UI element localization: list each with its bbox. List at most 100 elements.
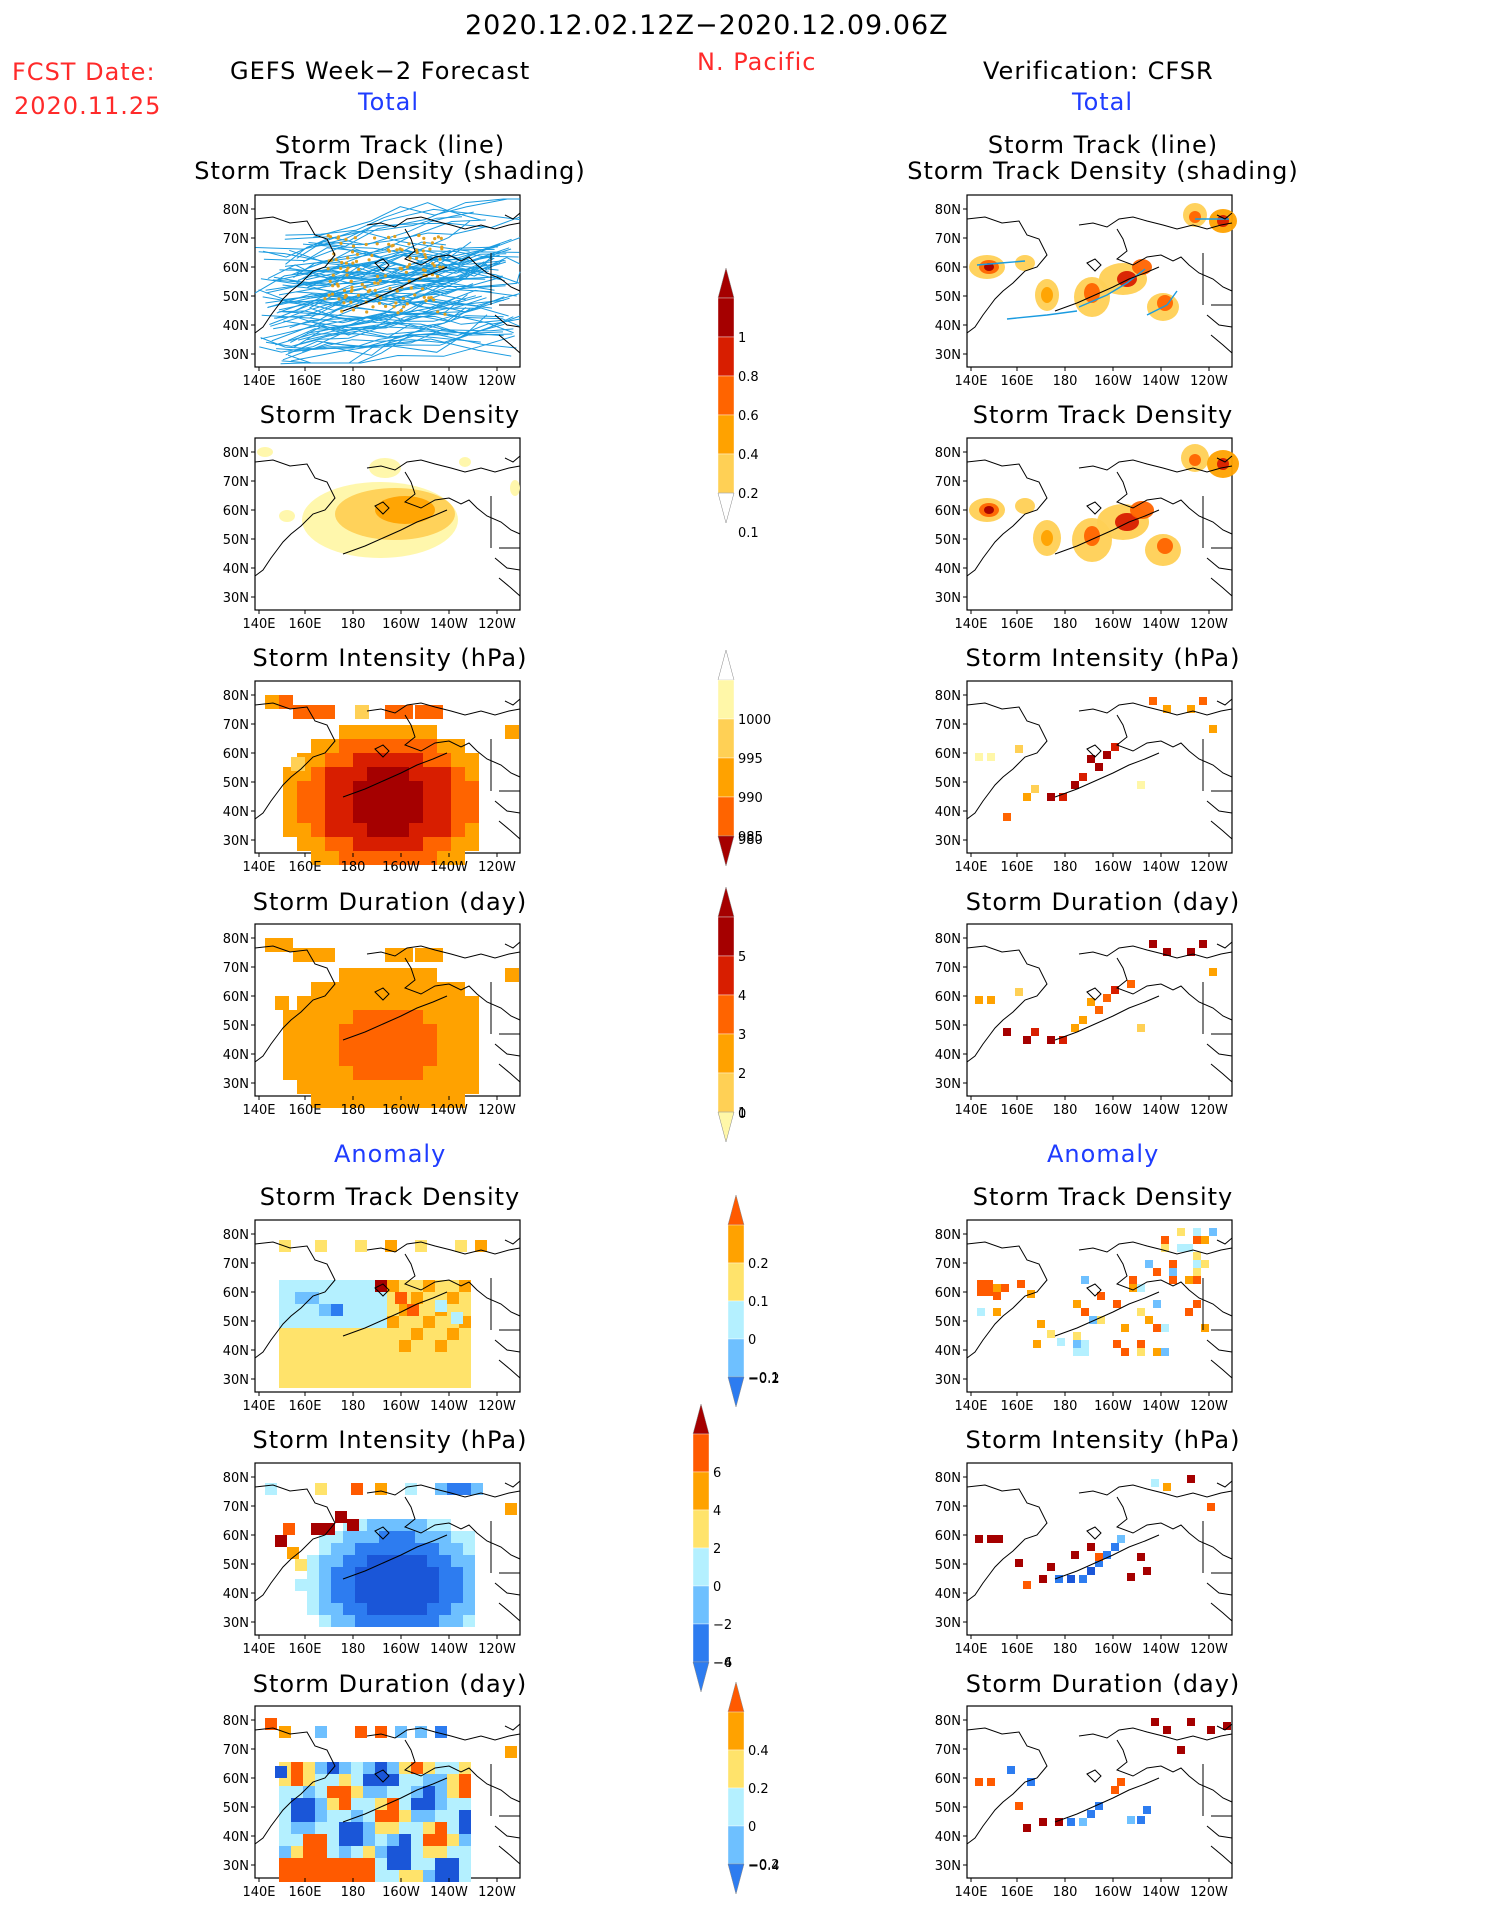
cfsr-intensity-anom-lat-tick: 60N: [935, 1529, 961, 1544]
gefs-storm-point: [393, 234, 397, 239]
cfsr-density-lon-tick: 160W: [1094, 617, 1132, 632]
gefs-storm-point: [440, 247, 444, 251]
gefs-storm-point: [336, 284, 340, 288]
gefs-storm-point: [407, 242, 411, 246]
colorbar-duration-total-segment: [717, 994, 735, 1035]
colorbar-duration-anom-segment: [727, 1711, 745, 1751]
cfsr-intensity-anom-lat-tick: 50N: [935, 1558, 961, 1573]
gefs-track-lines-lat-tick: 30N: [223, 348, 249, 363]
colorbar-density-anom-label: 0: [748, 1333, 756, 1348]
colorbar-density-anom-label: −0.1: [748, 1371, 780, 1386]
gefs-storm-point: [404, 270, 408, 274]
gefs-intensity-lat-tick: 70N: [223, 718, 249, 733]
cfsr-density-anom-cell: [1097, 1292, 1105, 1300]
cfsr-density-anom-cell: [1169, 1268, 1177, 1276]
cfsr-density-anom-cell: [1129, 1284, 1137, 1292]
cfsr-density-anom-cell: [1169, 1260, 1177, 1268]
cfsr-density-anom-cell: [1161, 1244, 1169, 1252]
gefs-storm-track-line: [262, 231, 470, 258]
gefs-storm-point: [344, 261, 348, 265]
cfsr-density-anom-cell: [1193, 1236, 1201, 1244]
gefs-intensity-lat-tick: 80N: [223, 689, 249, 704]
gefs-intensity-lat-tick: 60N: [223, 747, 249, 762]
cfsr-intensity-anom-lon-tick: 140E: [954, 1642, 987, 1657]
gefs-storm-point: [436, 235, 440, 239]
gefs-storm-track-line: [260, 334, 449, 350]
gefs-density-anom-lon-tick: 160W: [382, 1399, 420, 1414]
cfsr-density-anom-cell: [993, 1292, 1001, 1300]
cfsr-density-anom-cell: [1193, 1300, 1201, 1308]
gefs-track-lines-lat-tick: 80N: [223, 203, 249, 218]
cfsr-density-anom-cell: [993, 1284, 1001, 1292]
gefs-duration-lat-tick: 50N: [223, 1019, 249, 1034]
title-density-left: Storm Track Density: [259, 401, 521, 429]
colorbar-duration-total: 5 4 3 2 1: [717, 886, 746, 1143]
cfsr-density-anom-cell: [1129, 1276, 1137, 1284]
gefs-storm-point: [340, 309, 344, 313]
gefs-density-lon-tick: 180: [341, 617, 366, 632]
cfsr-density-anom-cell: [1161, 1236, 1169, 1244]
cfsr-density-anom-cell: [1185, 1244, 1193, 1252]
gefs-storm-point: [367, 258, 371, 262]
gefs-storm-track-line: [273, 294, 482, 330]
cfsr-density-anom-lon-tick: 180: [1053, 1399, 1078, 1414]
cfsr-duration-lat-tick: 80N: [935, 932, 961, 947]
colorbar-duration-anom-segment: [727, 1825, 745, 1865]
colorbar-duration-total-label: 2: [738, 1067, 746, 1082]
cfsr-duration-lon-tick: 140E: [954, 1103, 987, 1118]
gefs-storm-track-line: [308, 198, 520, 247]
cfsr-density-anom-cell: [993, 1308, 1001, 1316]
gefs-storm-point: [331, 284, 335, 288]
gefs-intensity-lon-tick: 180: [341, 860, 366, 875]
colorbar-intensity-anom-segment: [692, 1585, 710, 1625]
gefs-duration-anom-lat-tick: 80N: [223, 1714, 249, 1729]
cfsr-intensity-lon-tick: 160W: [1094, 860, 1132, 875]
gefs-storm-point: [349, 279, 353, 283]
cfsr-density-anom-cell: [1201, 1324, 1209, 1332]
gefs-storm-point: [334, 258, 338, 262]
gefs-density-lat-tick: 70N: [223, 475, 249, 490]
gefs-storm-point: [331, 273, 335, 277]
gefs-storm-point: [421, 249, 425, 253]
cfsr-density-anom-cell: [1169, 1276, 1177, 1284]
colorbar-intensity-total: 1000 995 990 985: [717, 649, 771, 867]
colorbar-duration-total-segment: [717, 1072, 735, 1113]
gefs-duration-anom-lat-tick: 30N: [223, 1859, 249, 1874]
gefs-duration-anom-lon-tick: 160E: [288, 1885, 321, 1900]
cfsr-intensity-anom-lon-tick: 120W: [1190, 1642, 1228, 1657]
gefs-duration-lat-tick: 80N: [223, 932, 249, 947]
cfsr-density-anom-cell: [1161, 1348, 1169, 1356]
cfsr-density-anom-lon-tick: 160E: [1000, 1399, 1033, 1414]
gefs-intensity-lon-tick: 120W: [478, 860, 516, 875]
colorbar-duration-anom-label: −0.4: [748, 1859, 780, 1874]
gefs-storm-track-line: [297, 262, 500, 281]
gefs-storm-point: [378, 279, 382, 283]
colorbar-duration-anom: 0.4 0.2 0 −0.2: [727, 1681, 780, 1895]
title-track-line-right: Storm Track (line): [987, 131, 1219, 159]
cfsr-density-lon-tick: 120W: [1190, 617, 1228, 632]
gefs-storm-point: [343, 295, 347, 299]
gefs-storm-point: [342, 288, 347, 293]
gefs-storm-track-line: [267, 264, 457, 289]
title-intensity-anom-right: Storm Intensity (hPa): [965, 1426, 1241, 1454]
gefs-storm-point: [342, 301, 346, 305]
gefs-storm-point: [323, 297, 327, 301]
gefs-storm-point: [351, 261, 355, 265]
gefs-storm-point: [394, 301, 398, 305]
gefs-duration-lat-tick: 70N: [223, 961, 249, 976]
cfsr-track-lines-lat-tick: 60N: [935, 261, 961, 276]
gefs-density-anom-lon-tick: 160E: [288, 1399, 321, 1414]
gefs-track-lines-lon-tick: 140E: [242, 374, 275, 389]
gefs-storm-point: [339, 266, 343, 270]
gefs-storm-point: [375, 242, 379, 246]
colorbar-density-total-label: 0.2: [738, 487, 759, 502]
cfsr-intensity-lat-tick: 70N: [935, 718, 961, 733]
cfsr-intensity-anom-lat-tick: 70N: [935, 1500, 961, 1515]
cfsr-storm-track-line: [976, 260, 1026, 266]
gefs-storm-point: [360, 282, 364, 286]
gefs-storm-track-line: [285, 216, 463, 265]
gefs-storm-point: [388, 286, 392, 291]
cfsr-density-anom-cell: [1137, 1308, 1145, 1316]
gefs-storm-point: [408, 256, 412, 260]
cfsr-intensity-lat-tick: 80N: [935, 689, 961, 704]
